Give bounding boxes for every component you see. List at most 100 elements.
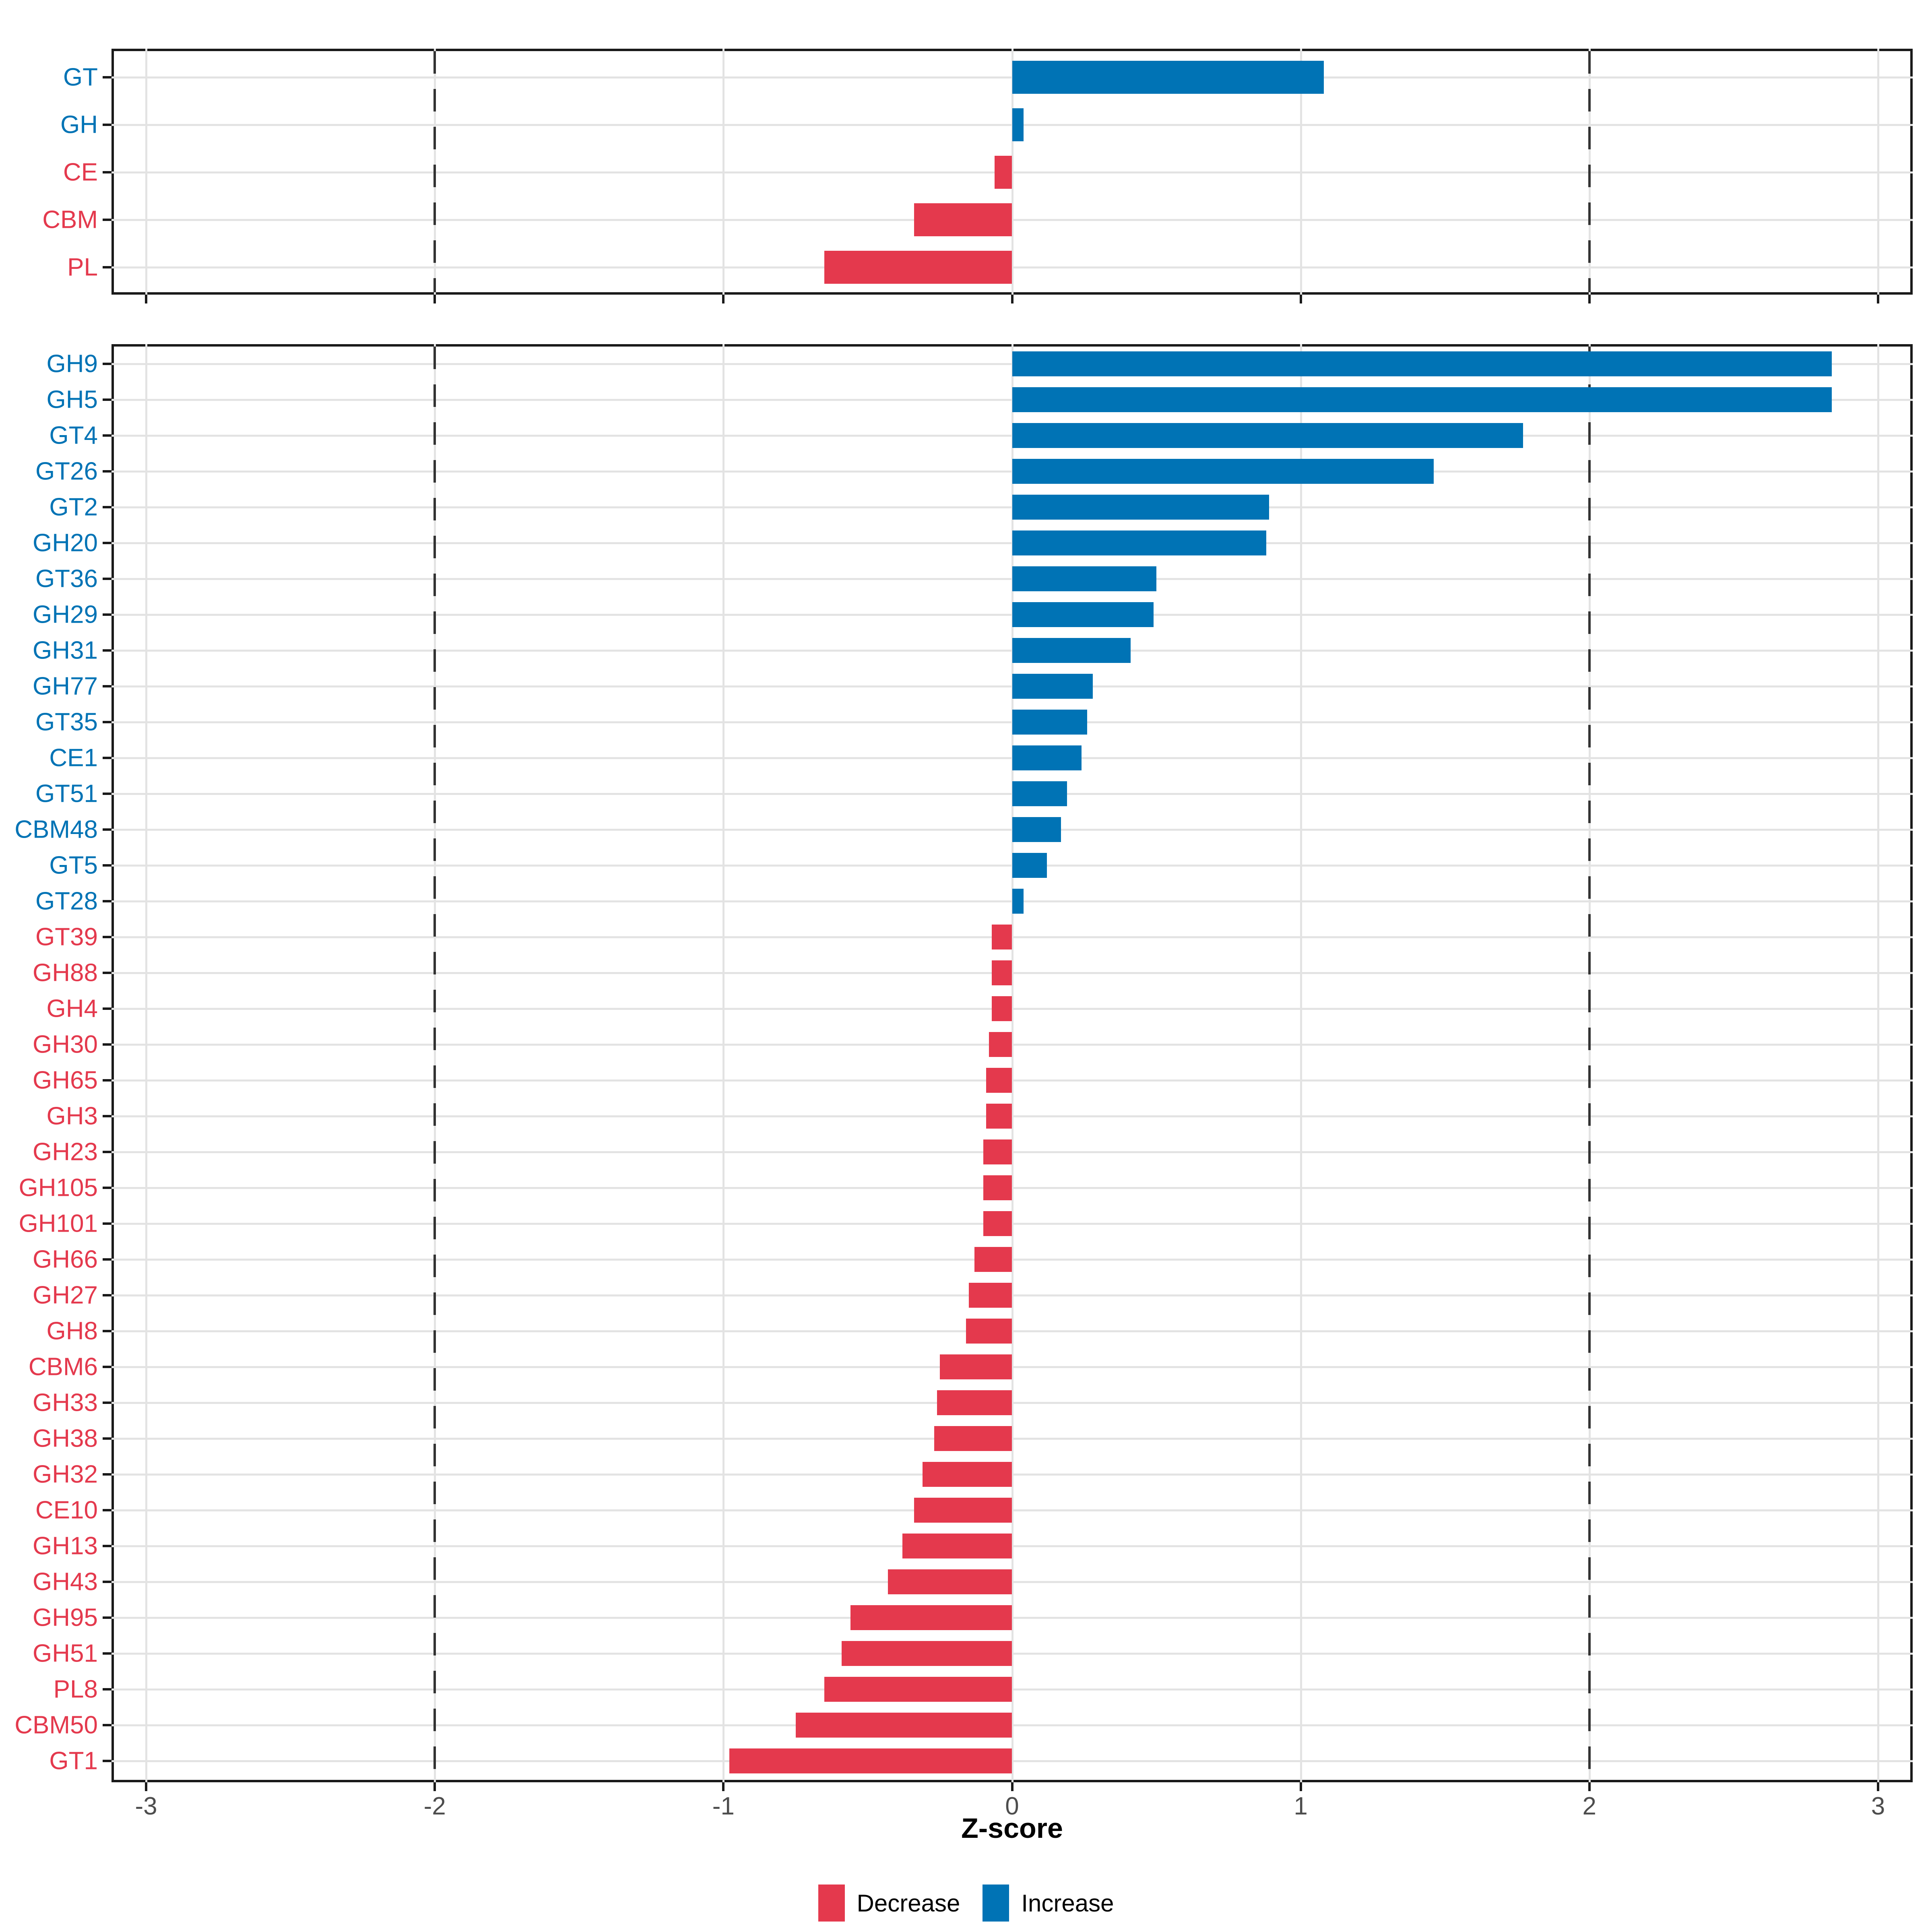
x-axis-tick [1011,1782,1013,1791]
category-tick [103,76,111,78]
bar-PL8 [824,1677,1012,1702]
x-axis-tick [1876,295,1879,303]
category-label-GH65: GH65 [33,1066,98,1094]
category-label-GH20: GH20 [33,529,98,557]
x-axis-tick [722,295,725,303]
bar-CBM6 [940,1354,1012,1379]
category-tick [103,1724,111,1726]
gridline-vertical [145,49,148,295]
category-label-GH4: GH4 [46,995,98,1023]
x-tick-label: -3 [135,1792,157,1820]
bar-GH33 [937,1390,1012,1415]
bar-CE [995,156,1012,189]
category-label-CBM48: CBM48 [14,815,98,844]
x-axis-tick [1299,295,1302,303]
gridline-vertical [1011,49,1013,295]
bar-GT1 [729,1748,1012,1773]
category-label-CBM: CBM [42,206,98,234]
category-tick [103,721,111,723]
legend-item-decrease: Decrease [818,1885,960,1922]
category-label-GT: GT [63,63,98,91]
bar-CBM50 [795,1713,1012,1738]
category-tick [103,1473,111,1476]
gridline-vertical [722,344,725,1782]
bar-GH66 [974,1247,1012,1272]
bar-GH43 [888,1569,1012,1594]
category-tick [103,1330,111,1332]
category-tick [103,1115,111,1117]
x-axis-tick [1876,1782,1879,1791]
category-label-GH30: GH30 [33,1030,98,1059]
category-label-GH27: GH27 [33,1281,98,1309]
category-tick [103,1187,111,1189]
category-label-GH5: GH5 [46,386,98,414]
bar-GT4 [1012,423,1523,448]
category-label-GT35: GT35 [35,708,98,736]
category-label-CE1: CE1 [49,744,98,772]
x-axis-tick [1011,295,1013,303]
bar-PL [824,251,1012,284]
bar-GH4 [992,996,1012,1021]
category-tick [103,266,111,268]
category-tick [103,1688,111,1690]
category-tick [103,1437,111,1440]
bar-CBM48 [1012,817,1061,842]
category-label-CBM6: CBM6 [28,1353,98,1381]
bar-GT28 [1012,889,1024,914]
category-tick [103,398,111,401]
category-tick [103,1007,111,1010]
bar-GH29 [1012,602,1154,627]
legend-item-increase: Increase [983,1885,1114,1922]
category-tick [103,1581,111,1583]
gridline-vertical [1011,344,1013,1782]
category-tick [103,1760,111,1762]
category-tick [103,1043,111,1046]
category-tick [103,171,111,173]
category-tick [103,828,111,831]
gridline-vertical [722,49,725,295]
category-tick [103,578,111,580]
category-label-GT26: GT26 [35,457,98,485]
bar-GT51 [1012,781,1067,806]
category-tick [103,864,111,867]
x-axis-tick [433,295,436,303]
bar-GT36 [1012,566,1157,591]
bar-GH5 [1012,387,1832,412]
category-label-GH8: GH8 [46,1317,98,1345]
bar-GT [1012,61,1324,94]
legend-swatch-increase [983,1885,1009,1922]
bar-GH51 [842,1641,1012,1666]
bar-GH20 [1012,530,1266,555]
category-label-CE10: CE10 [35,1496,98,1524]
category-label-GH101: GH101 [19,1210,98,1238]
x-axis-tick [1588,1782,1591,1791]
category-label-GT36: GT36 [35,565,98,593]
category-label-GT28: GT28 [35,887,98,915]
category-tick [103,1616,111,1619]
gridline-vertical [1877,344,1879,1782]
category-tick [103,936,111,938]
category-tick [103,1402,111,1404]
category-tick [103,1222,111,1225]
category-label-GH105: GH105 [19,1174,98,1202]
category-tick [103,757,111,759]
x-axis-tick [1588,295,1591,303]
category-tick [103,363,111,365]
bar-GH3 [986,1104,1012,1129]
category-tick [103,1509,111,1511]
category-label-PL: PL [67,253,98,281]
x-axis-tick [433,1782,436,1791]
legend: Decrease Increase [0,1885,1932,1922]
legend-label: Increase [1021,1889,1114,1917]
x-axis-tick [1299,1782,1302,1791]
category-label-GH43: GH43 [33,1568,98,1596]
category-label-GH66: GH66 [33,1245,98,1274]
bar-GT26 [1012,459,1434,484]
category-tick [103,1545,111,1547]
category-label-PL8: PL8 [53,1675,98,1703]
bar-CBM [914,203,1012,236]
bar-GH13 [902,1534,1012,1558]
category-label-GT2: GT2 [49,493,98,521]
category-tick [103,972,111,974]
gridline-vertical [1300,344,1302,1782]
